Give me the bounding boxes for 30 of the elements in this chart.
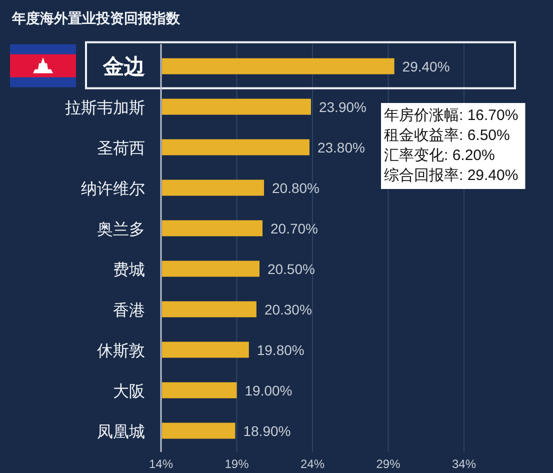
x-tick-label: 34%: [452, 457, 476, 471]
x-tick-label: 14%: [148, 457, 174, 471]
data-label: 19.00%: [244, 382, 292, 398]
data-label: 29.40%: [402, 58, 450, 74]
data-label: 19.80%: [256, 342, 304, 358]
annotation: 综合回报率: 29.40%: [384, 167, 518, 184]
data-label: 23.80%: [317, 139, 365, 156]
annotation: 汇率变化: 6.20%: [384, 147, 495, 164]
x-tick-label: 19%: [224, 457, 250, 471]
data-label: 23.90%: [318, 98, 366, 115]
y-tick-label: 纳许维尔: [81, 180, 145, 198]
data-label: 20.50%: [267, 260, 315, 277]
y-tick-label: 费城: [113, 260, 145, 279]
y-tick-label: 圣荷西: [97, 139, 145, 158]
x-tick-label: 29%: [376, 457, 401, 471]
y-tick-label: 大阪: [113, 382, 145, 400]
x-tick-label: 24%: [300, 457, 325, 471]
y-tick-label: 凤凰城: [97, 422, 145, 441]
annotation: 租金收益率: 6.50%: [384, 127, 510, 144]
y-tick-label: 金边: [102, 55, 146, 78]
y-tick-label: 休斯敦: [97, 342, 145, 360]
y-tick-label: 奥兰多: [97, 220, 145, 238]
data-label: 20.30%: [264, 301, 312, 318]
annotation: 年房价涨幅: 16.70%: [384, 107, 518, 124]
data-label: 18.90%: [243, 422, 291, 439]
data-label: 20.70%: [270, 220, 318, 236]
data-label: 20.80%: [272, 180, 320, 196]
y-tick-label: 拉斯韦加斯: [65, 98, 145, 117]
title: 年度海外置业投资回报指数: [12, 10, 180, 26]
y-tick-label: 香港: [113, 301, 145, 320]
